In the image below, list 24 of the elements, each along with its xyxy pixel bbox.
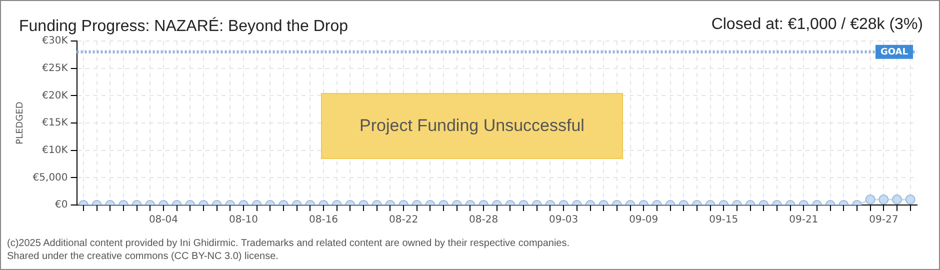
y-tick-label: €10K bbox=[42, 144, 68, 156]
x-tick-label: 09-15 bbox=[709, 214, 738, 226]
x-tick-label: 08-28 bbox=[469, 214, 498, 226]
x-tick-label: 08-22 bbox=[389, 214, 418, 226]
y-tick-label: €20K bbox=[42, 90, 68, 102]
y-axis-title: PLEDGED bbox=[16, 102, 26, 144]
x-tick-label: 09-03 bbox=[549, 214, 578, 226]
text: Closed at: €1,000 / €28k (3%) bbox=[711, 16, 923, 34]
y-tick-label: €25K bbox=[42, 62, 68, 74]
chart-title: Funding Progress: NAZARÉ: Beyond the Drop bbox=[19, 18, 348, 36]
x-tick-label: 09-21 bbox=[789, 214, 818, 226]
x-tick-label: 08-10 bbox=[228, 214, 258, 226]
x-tick-label: 08-16 bbox=[308, 214, 338, 226]
ref-line-label: GOAL bbox=[880, 47, 908, 58]
y-tick-label: €15K bbox=[42, 118, 68, 129]
y-tick-label: €0 bbox=[55, 200, 68, 211]
x-tick-label: 08-04 bbox=[148, 214, 178, 226]
x-tick-label: 09-09 bbox=[629, 214, 658, 226]
text: Shared under the creative commons (CC BY-NC 3.0) license. bbox=[7, 251, 278, 262]
y-tick-label: €30K bbox=[42, 36, 68, 47]
notice-banner: Project Funding Unsuccessful bbox=[321, 93, 623, 159]
text: (c)2025 Additional content provided by Ini Ghidirmic. Trademarks and related content are owned by their respective companies. bbox=[7, 238, 570, 249]
y-tick-label: €5,000 bbox=[32, 172, 68, 184]
x-tick-label: 09-27 bbox=[869, 214, 898, 226]
